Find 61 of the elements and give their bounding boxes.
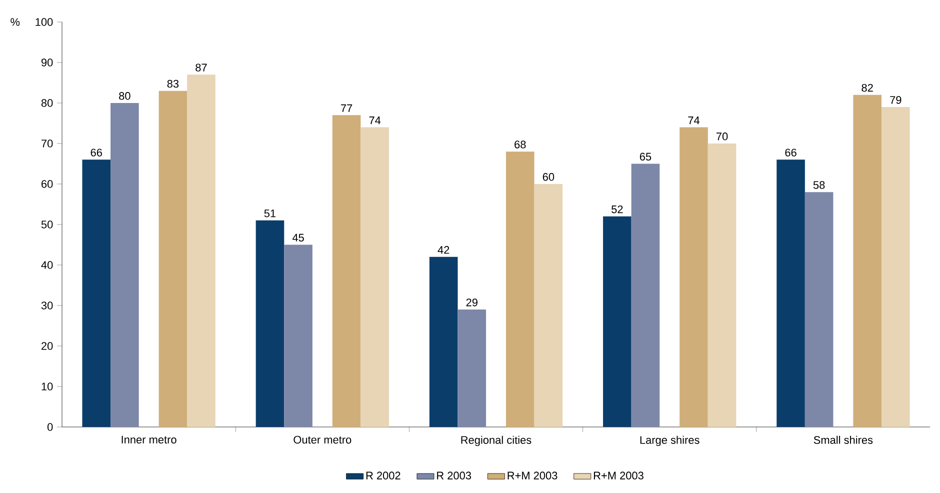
data-label: 80 xyxy=(119,92,130,100)
data-label: 79 xyxy=(890,96,902,104)
y-tick-label: 50 xyxy=(41,220,53,228)
bar xyxy=(187,74,216,427)
bar xyxy=(776,160,805,427)
y-tick-label: 70 xyxy=(42,140,53,148)
data-label: 45 xyxy=(292,234,304,242)
data-label: 58 xyxy=(813,181,825,189)
data-label: 52 xyxy=(612,205,623,214)
bar xyxy=(804,192,834,427)
x-tick-label: Inner metro xyxy=(122,436,176,444)
y-tick-label: 100 xyxy=(36,18,53,26)
bar xyxy=(256,220,284,427)
bar xyxy=(534,184,563,427)
y-tick-label: 90 xyxy=(41,58,53,66)
bar xyxy=(110,102,139,427)
legend-label: R 2003 xyxy=(437,472,472,480)
y-tick-label: 40 xyxy=(41,261,53,269)
bar xyxy=(284,244,312,427)
bar xyxy=(853,94,882,427)
bar xyxy=(631,164,660,427)
data-label: 65 xyxy=(640,152,652,161)
x-tick-label: Small shires xyxy=(814,436,873,444)
legend-label: R 2002 xyxy=(366,472,400,480)
y-tick-label: 10 xyxy=(42,382,53,390)
bar xyxy=(881,107,910,427)
data-label: 66 xyxy=(785,148,796,156)
bar xyxy=(506,152,534,427)
bar xyxy=(360,127,389,427)
data-label: 87 xyxy=(196,64,207,72)
y-axis-title: % xyxy=(10,18,20,26)
bar xyxy=(158,90,188,427)
legend-label: R+M 2003 xyxy=(594,472,644,480)
data-label: 82 xyxy=(862,84,873,92)
legend-label: R+M 2003 xyxy=(508,472,558,480)
data-label: 83 xyxy=(167,80,179,88)
x-tick-label: Large shires xyxy=(640,436,700,446)
data-label: 70 xyxy=(716,132,728,140)
data-label: 66 xyxy=(90,148,102,156)
data-label: 74 xyxy=(688,116,700,124)
data-label: 42 xyxy=(438,246,450,254)
y-tick-label: 0 xyxy=(47,423,53,431)
bar xyxy=(429,256,458,427)
data-label: 74 xyxy=(369,116,381,124)
y-tick-label: 80 xyxy=(41,99,53,107)
x-tick-label: Outer metro xyxy=(294,436,352,444)
bar xyxy=(332,115,361,427)
bar xyxy=(680,127,708,427)
y-tick-label: 20 xyxy=(42,342,53,350)
data-label: 29 xyxy=(466,298,478,306)
bar xyxy=(603,216,632,427)
data-label: 68 xyxy=(514,140,526,148)
bar xyxy=(708,143,736,427)
bar xyxy=(82,160,111,427)
x-tick-label: Regional cities xyxy=(461,436,532,446)
y-tick-label: 60 xyxy=(42,180,53,188)
y-tick-label: 30 xyxy=(41,302,53,310)
data-label: 77 xyxy=(341,104,352,112)
data-label: 60 xyxy=(542,173,554,181)
data-label: 51 xyxy=(264,210,276,218)
bar xyxy=(458,310,486,427)
